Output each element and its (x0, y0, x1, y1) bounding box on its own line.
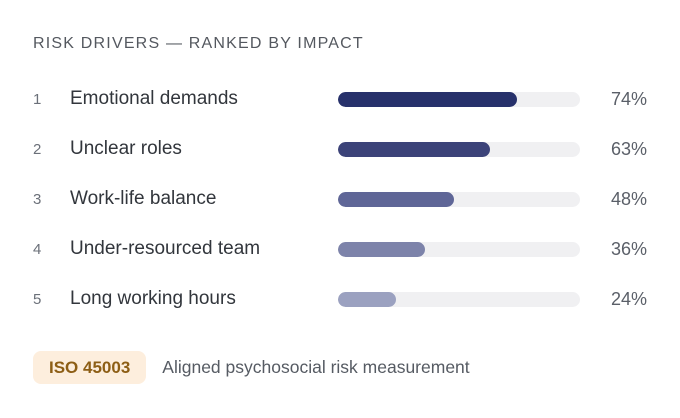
risk-label: Long working hours (70, 288, 236, 309)
bar-track (338, 191, 580, 207)
page-title: RISK DRIVERS — RANKED BY IMPACT (33, 35, 364, 52)
risk-label: Unclear roles (70, 138, 182, 159)
risk-row: 1 Emotional demands 74% (0, 74, 680, 124)
risk-row: 4 Under-resourced team 36% (0, 224, 680, 274)
iso-45003-badge: ISO 45003 (33, 351, 147, 384)
risk-label: Under-resourced team (70, 238, 261, 259)
bar-track (338, 241, 580, 257)
footer-caption: Aligned psychosocial risk measurement (162, 357, 470, 377)
rank-number: 1 (33, 90, 42, 108)
rank-number: 5 (33, 290, 42, 308)
bar-track (338, 141, 580, 157)
rank-number: 3 (33, 190, 42, 208)
pct-value: 48% (610, 188, 647, 209)
pct-value: 74% (610, 88, 647, 109)
rank-number: 4 (33, 240, 42, 258)
bar-fill (338, 141, 491, 157)
pct-value: 24% (610, 288, 647, 309)
bar-track (338, 91, 580, 107)
risk-label: Emotional demands (70, 88, 238, 109)
footer: ISO 45003 Aligned psychosocial risk meas… (0, 351, 680, 384)
risk-label: Work-life balance (70, 188, 217, 209)
bar-fill (338, 291, 397, 307)
risk-row: 5 Long working hours 24% (0, 274, 680, 324)
bar-fill (338, 191, 455, 207)
risk-rows-list: 1 Emotional demands 74% 2 Unclear roles … (0, 74, 680, 324)
pct-value: 36% (610, 238, 647, 259)
bar-track (338, 291, 580, 307)
bar-fill (338, 91, 518, 107)
pct-value: 63% (610, 138, 647, 159)
rank-number: 2 (33, 140, 42, 158)
risk-row: 3 Work-life balance 48% (0, 174, 680, 224)
bar-fill (338, 241, 426, 257)
risk-row: 2 Unclear roles 63% (0, 124, 680, 174)
